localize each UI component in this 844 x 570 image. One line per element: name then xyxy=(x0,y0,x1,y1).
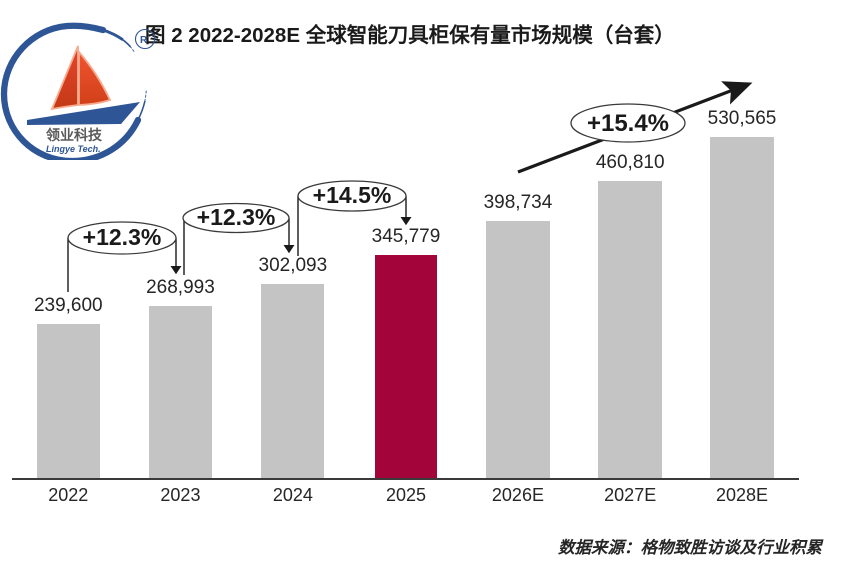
svg-text:+12.3%: +12.3% xyxy=(197,204,276,230)
svg-text:+12.3%: +12.3% xyxy=(83,224,162,250)
svg-text:+15.4%: +15.4% xyxy=(587,110,669,137)
svg-text:+14.5%: +14.5% xyxy=(313,182,392,208)
